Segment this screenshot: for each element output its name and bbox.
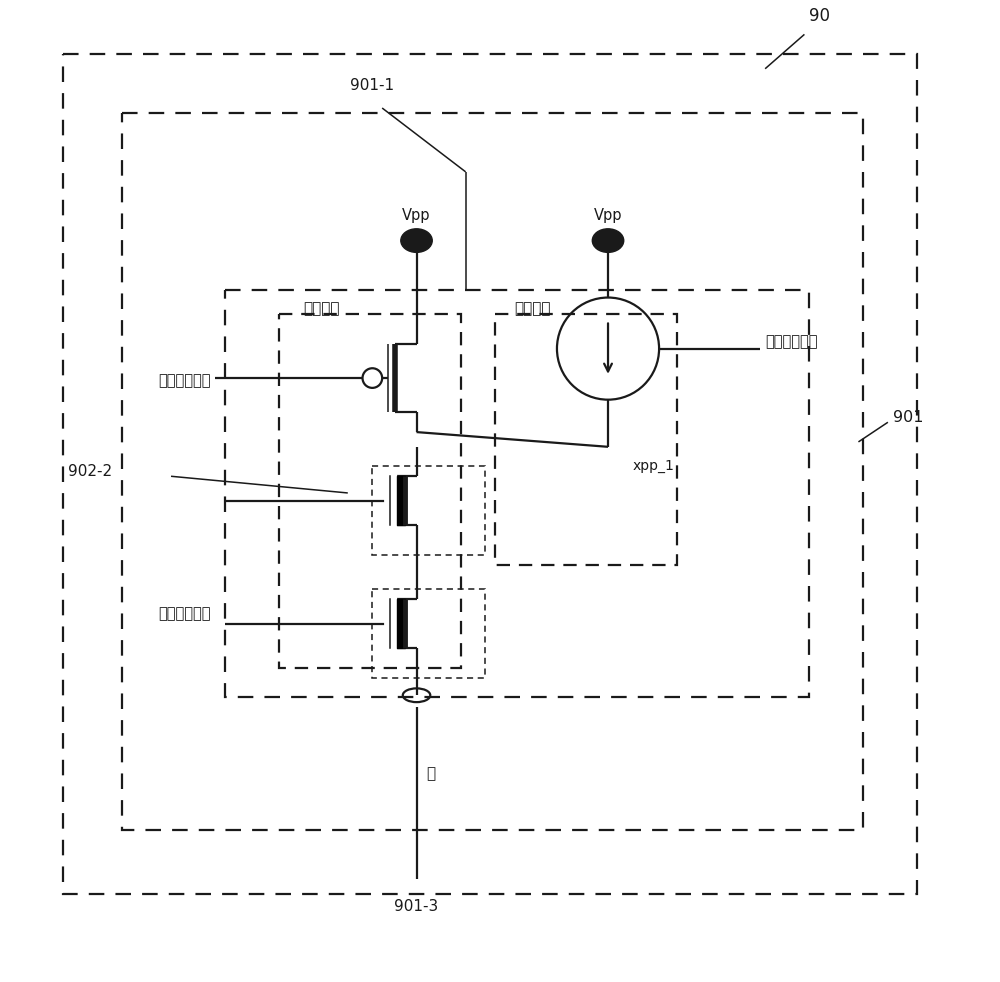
- Bar: [122, 113, 863, 830]
- Text: 第一使能信号: 第一使能信号: [765, 334, 818, 350]
- Bar: [495, 314, 677, 565]
- Text: 第二使能信号: 第二使能信号: [158, 373, 210, 389]
- Text: 第四使能信号: 第四使能信号: [158, 606, 210, 622]
- Text: 90: 90: [809, 7, 830, 25]
- Text: 第二部分: 第二部分: [304, 301, 340, 316]
- Text: 901-3: 901-3: [394, 899, 439, 913]
- Text: 901-1: 901-1: [350, 79, 394, 93]
- Bar: [372, 466, 485, 555]
- Text: 902-2: 902-2: [68, 464, 112, 479]
- Text: 901: 901: [893, 409, 923, 425]
- Text: Vpp: Vpp: [402, 208, 431, 223]
- Text: xpp_1: xpp_1: [633, 459, 674, 472]
- Text: Vpp: Vpp: [594, 208, 622, 223]
- Ellipse shape: [592, 229, 624, 252]
- Bar: [225, 290, 809, 697]
- Bar: [63, 54, 917, 894]
- Text: 第一部剦: 第一部剦: [515, 301, 551, 316]
- Ellipse shape: [401, 229, 432, 252]
- Bar: [279, 314, 461, 668]
- Bar: [372, 589, 485, 678]
- Text: 地: 地: [427, 766, 436, 781]
